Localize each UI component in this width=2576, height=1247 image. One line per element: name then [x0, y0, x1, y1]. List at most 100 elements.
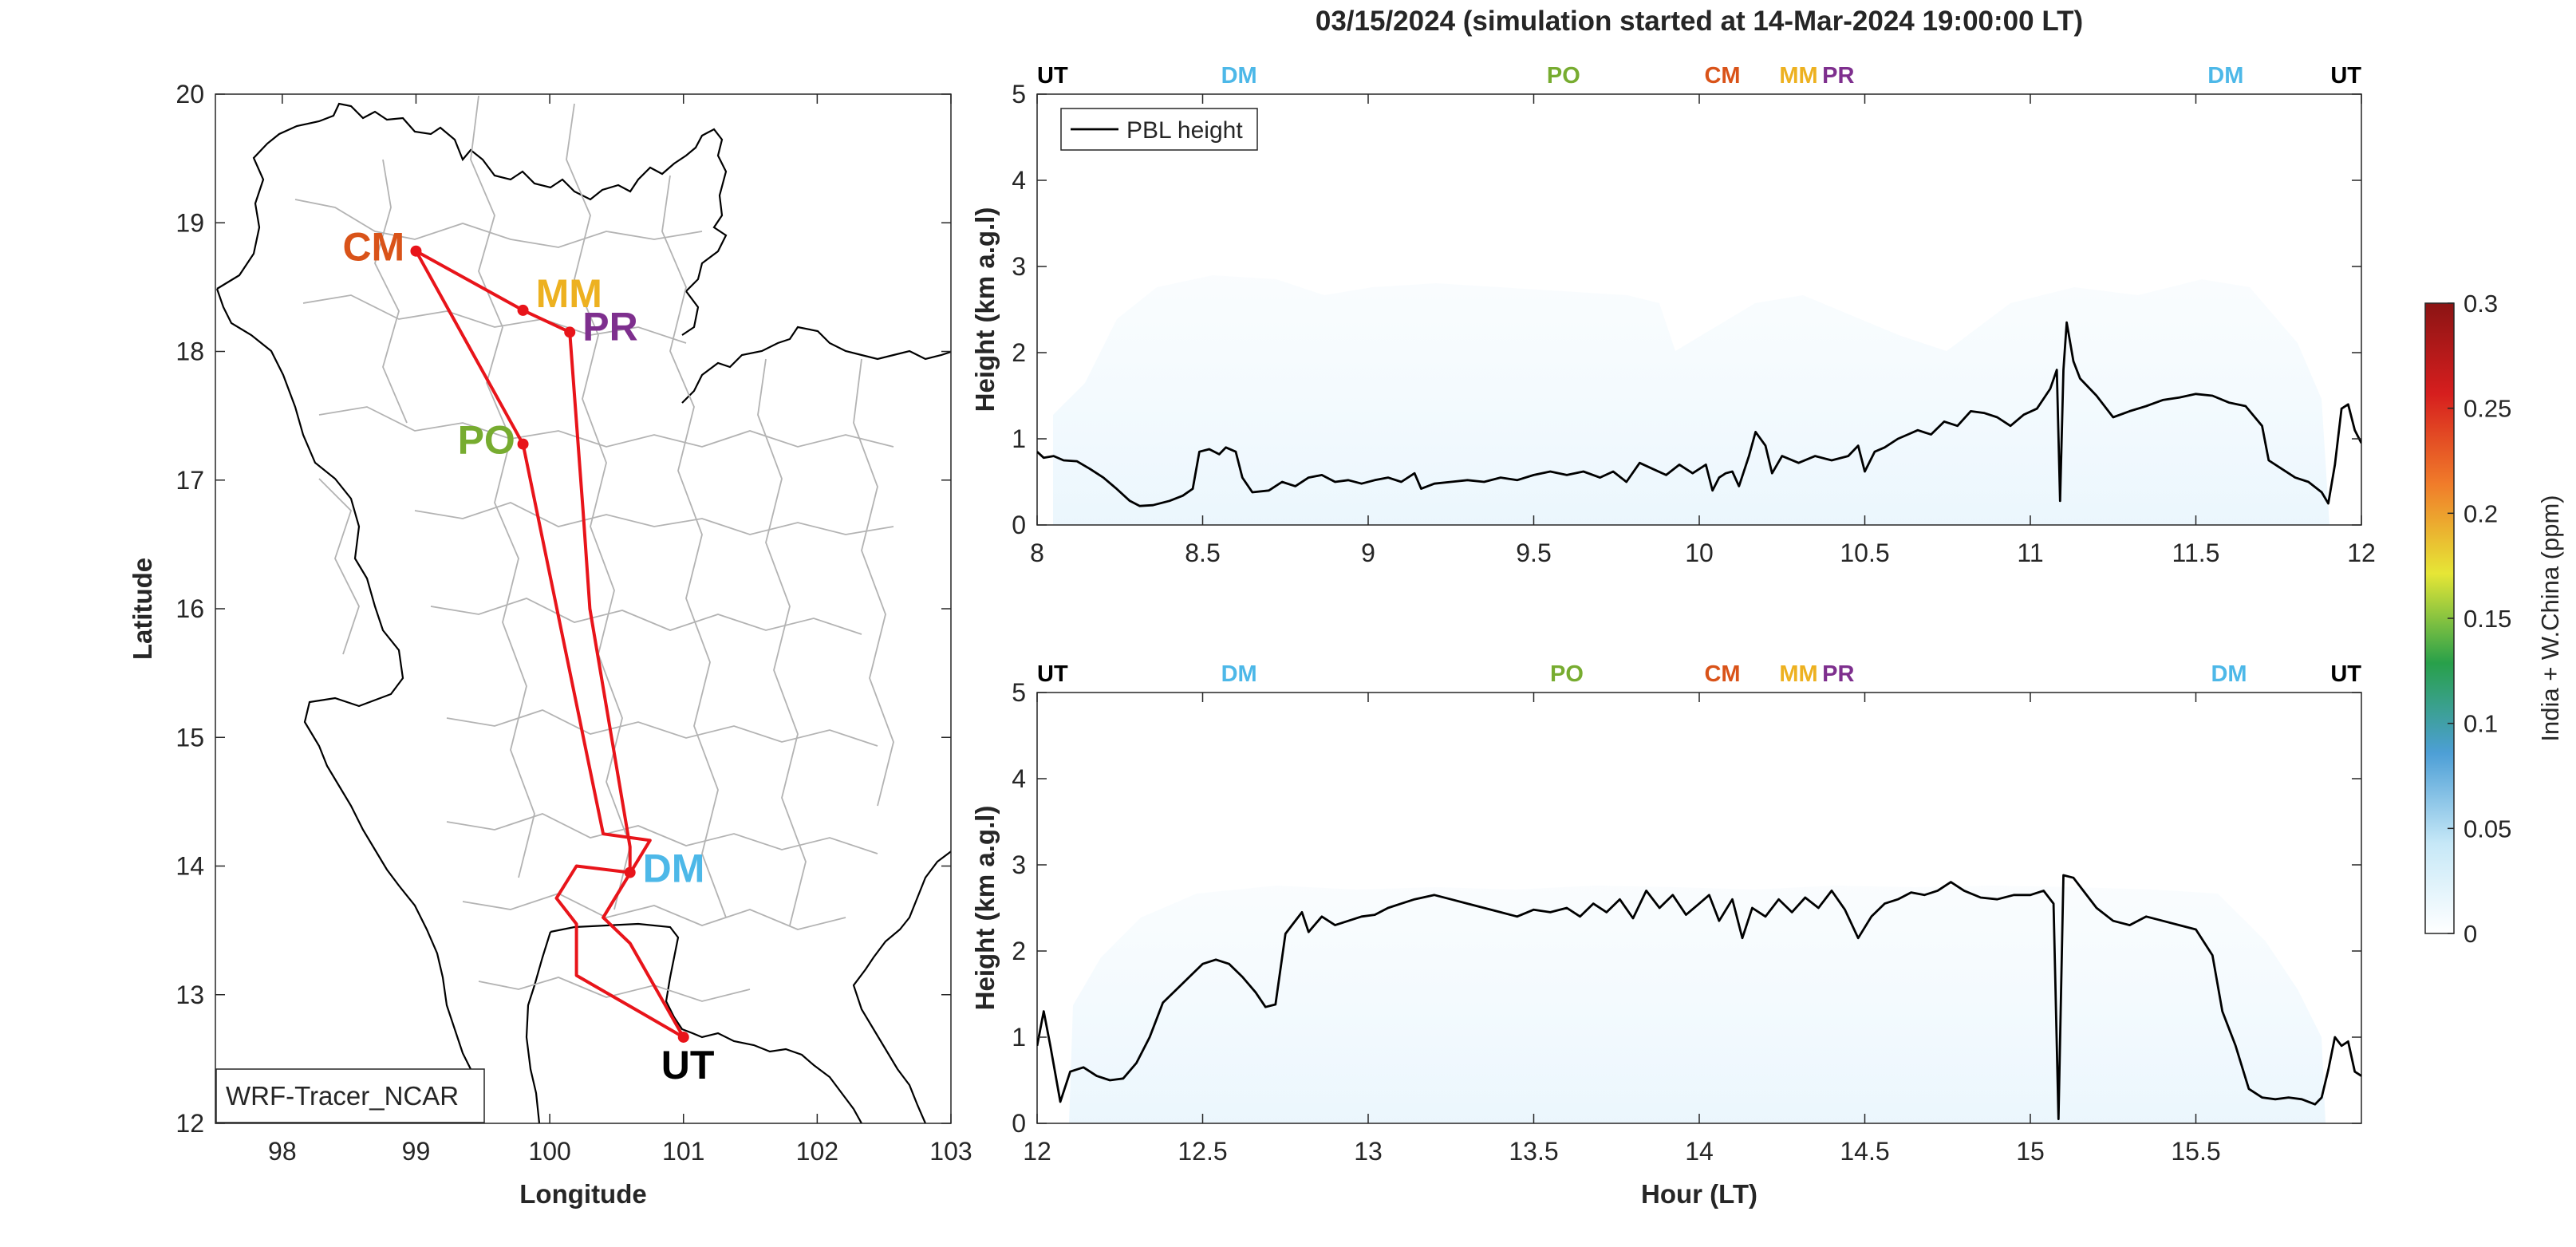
ytick-label: 2 [1012, 338, 1026, 367]
country-border-southwest [215, 288, 484, 1123]
ytick-label: 0 [1012, 1109, 1026, 1138]
bottom-xlabel: Hour (LT) [1641, 1179, 1757, 1209]
xtick-label: 12 [1023, 1137, 1051, 1166]
xtick-label: 15.5 [2171, 1137, 2220, 1166]
map-y-ticks: 12 13 14 15 16 17 18 19 20 [176, 80, 951, 1138]
top-legend: PBL height [1060, 108, 1258, 151]
map-ylabel: Latitude [128, 558, 157, 660]
xtick-label: 9 [1361, 539, 1375, 567]
station-tag-po: PO [1550, 661, 1584, 687]
top-ylabel: Height (km a.g.l) [970, 207, 1000, 412]
map-xtick-label: 100 [528, 1137, 570, 1166]
colorbar-tick-label: 0.2 [2464, 499, 2498, 527]
ytick-label: 0 [1012, 511, 1026, 539]
figure-title: 03/15/2024 (simulation started at 14-Mar… [1316, 6, 2083, 37]
xtick-label: 12 [2347, 539, 2376, 567]
station-tag-pr: PR [1822, 661, 1854, 687]
station-label-dm: DM [643, 846, 705, 891]
station-tag-ut: UT [1037, 661, 1068, 687]
map-ytick-label: 13 [176, 981, 204, 1009]
station-dot-po [517, 438, 529, 450]
country-border-east [681, 326, 951, 404]
station-dot-cm [410, 245, 422, 257]
station-tag-cm: CM [1704, 63, 1740, 89]
map-ytick-label: 17 [176, 466, 204, 495]
bottom-station-labels: UT DM PO CM MM PR DM UT [1037, 661, 2361, 687]
station-dot-mm [517, 304, 529, 316]
station-tag-cm: CM [1704, 661, 1740, 687]
top-x-ticks: 8 8.5 9 9.5 10 10.5 11 11.5 12 [1030, 94, 2376, 567]
ytick-label: 1 [1012, 1023, 1026, 1052]
map-x-ticks: 98 99 100 101 102 103 [268, 94, 972, 1166]
country-border-west [216, 102, 728, 336]
station-tag-dm: DM [2211, 661, 2247, 687]
station-label-ut: UT [661, 1043, 715, 1087]
map-axes-box [215, 93, 952, 1124]
station-tag-ut: UT [2330, 63, 2361, 89]
top-y-ticks: 0 1 2 3 4 5 [1012, 80, 2361, 539]
station-label-pr: PR [582, 304, 637, 349]
station-label-cm: CM [342, 225, 404, 270]
ytick-label: 2 [1012, 937, 1026, 965]
bottom-y-ticks: 0 1 2 3 4 5 [1012, 678, 2361, 1138]
bottom-x-ticks: 12 12.5 13 13.5 14 14.5 15 15.5 [1023, 693, 2221, 1166]
colorbar-tick-label: 0.15 [2464, 605, 2511, 633]
xtick-label: 10.5 [1840, 539, 1889, 567]
xtick-label: 14 [1685, 1137, 1714, 1166]
station-tag-dm: DM [1221, 661, 1257, 687]
province-boundaries [294, 95, 894, 1002]
xtick-label: 11.5 [2172, 539, 2220, 567]
map-xtick-label: 98 [268, 1137, 297, 1166]
ytick-label: 1 [1012, 424, 1026, 453]
ytick-label: 5 [1012, 678, 1026, 707]
station-tag-ut: UT [1037, 63, 1068, 89]
ytick-label: 3 [1012, 850, 1026, 879]
station-tag-mm: MM [1779, 63, 1817, 89]
map-ytick-label: 19 [176, 208, 204, 237]
colorbar-tick-label: 0.3 [2464, 290, 2498, 318]
xtick-label: 14.5 [1840, 1137, 1889, 1166]
station-tag-po: PO [1547, 63, 1580, 89]
colorbar-tick-label: 0.1 [2464, 710, 2498, 738]
station-dot-ut [677, 1031, 689, 1043]
bottom-tracer-field [1069, 886, 2326, 1123]
colorbar: 0 0.05 0.1 0.15 0.2 0.25 0.3 India + W.China (… [2424, 290, 2564, 948]
colorbar-tick-label: 0 [2464, 920, 2477, 948]
station-label-po: PO [458, 418, 515, 463]
map-xtick-label: 102 [796, 1137, 838, 1166]
xtick-label: 8 [1030, 539, 1044, 567]
ytick-label: 4 [1012, 166, 1026, 195]
map-ytick-label: 15 [176, 723, 204, 752]
colorbar-label: India + W.China (ppm) [2536, 495, 2564, 741]
bottom-tracer-shade [1069, 886, 2326, 1123]
map-xtick-label: 99 [402, 1137, 431, 1166]
colorbar-ticks: 0 0.05 0.1 0.15 0.2 0.25 0.3 [2448, 290, 2511, 948]
coastline-west [525, 931, 552, 1123]
map-ytick-label: 12 [176, 1109, 204, 1138]
colorbar-tick-label: 0.05 [2464, 815, 2511, 843]
map-ytick-label: 14 [176, 852, 204, 881]
station-label-mm: MM [536, 271, 602, 316]
ytick-label: 3 [1012, 252, 1026, 281]
xtick-label: 13.5 [1509, 1137, 1558, 1166]
map-ytick-label: 18 [176, 337, 204, 366]
map-basemap [215, 95, 951, 1123]
xtick-label: 8.5 [1185, 539, 1220, 567]
map-xlabel: Longitude [519, 1179, 646, 1209]
xtick-label: 12.5 [1178, 1137, 1227, 1166]
legend-pbl-label: PBL height [1126, 117, 1243, 144]
bottom-ylabel: Height (km a.g.l) [970, 806, 1000, 1011]
bottom-pbl-line [1037, 874, 2361, 1120]
colorbar-tick-label: 0.25 [2464, 395, 2511, 423]
station-dot-dm [624, 866, 636, 878]
map-xtick-label: 101 [662, 1137, 704, 1166]
xtick-label: 13 [1354, 1137, 1383, 1166]
top-pbl-line [1037, 321, 2361, 507]
station-tag-dm: DM [1221, 63, 1257, 89]
map-ytick-label: 20 [176, 80, 204, 109]
map-xtick-label: 103 [929, 1137, 972, 1166]
